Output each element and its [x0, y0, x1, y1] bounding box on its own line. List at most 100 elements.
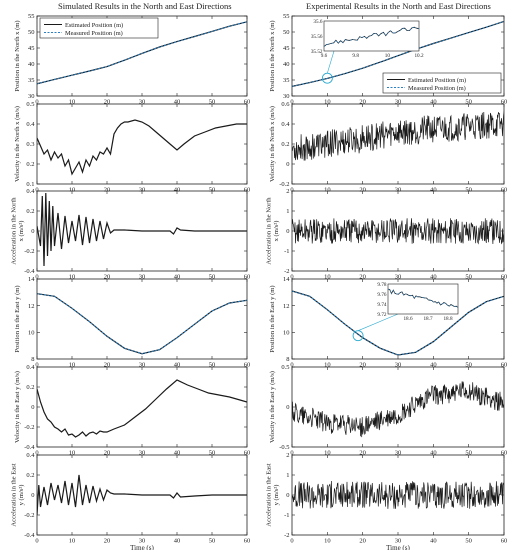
series-line-estimated: [37, 379, 247, 438]
axes-frame: [36, 278, 248, 360]
inset-x-tick-label: 9.6: [321, 53, 328, 59]
series-line-measured: [37, 293, 247, 355]
y-tick-label: -2: [284, 532, 289, 539]
x-tick-label: 30: [139, 187, 146, 194]
x-tick-label: 10: [324, 538, 331, 545]
x-tick-label: 30: [139, 274, 146, 281]
y-tick-label: 0.2: [26, 208, 34, 215]
x-tick-label: 10: [324, 362, 331, 369]
y-axis-label: Position in the East y (m): [269, 285, 276, 352]
x-tick-label: 30: [395, 538, 402, 545]
y-tick-label: 30: [283, 93, 290, 100]
x-tick-label: 40: [174, 538, 181, 545]
x-tick-label: 20: [359, 450, 366, 457]
y-tick-label: 40: [28, 61, 35, 68]
y-tick-label: 10: [28, 330, 35, 337]
x-tick-label: 40: [174, 362, 181, 369]
panel-exp-east-acceleration: 0 10 20 30 40 50 60 -2 -1 0 1 2 Acceleration in the …: [266, 452, 508, 550]
inset-y-tick-label: 35.52: [311, 49, 323, 55]
legend: Estimated Position (m)Measured Position …: [382, 72, 502, 94]
y-tick-label: 50: [283, 29, 290, 36]
y-tick-label: 0.4: [26, 364, 35, 371]
x-tick-label: 0: [290, 187, 293, 194]
y-tick-label: 55: [283, 13, 290, 20]
y-tick-label: -2: [284, 268, 289, 275]
y-tick-label: 0: [31, 404, 34, 411]
x-tick-label: 60: [244, 538, 251, 545]
inset-y-tick-label: 9.74: [377, 302, 386, 308]
series-line-estimated: [37, 119, 247, 176]
y-axis-label: Acceleration in the Northx (m/s²): [11, 197, 25, 265]
y-tick-label: 35: [28, 77, 35, 84]
plot-area: [292, 381, 504, 438]
series-line-measured: [292, 20, 504, 87]
x-axis-label: Time (s): [386, 544, 410, 550]
x-tick-label: 10: [69, 538, 76, 545]
x-tick-label: 10: [324, 274, 331, 281]
x-tick-label: 0: [35, 362, 38, 369]
x-tick-label: 10: [69, 187, 76, 194]
x-tick-label: 0: [290, 99, 293, 106]
y-tick-label: 0.2: [26, 384, 34, 391]
x-tick-label: 10: [324, 450, 331, 457]
y-tick-label: 0: [286, 404, 289, 411]
x-tick-label: 60: [501, 362, 508, 369]
legend-entry: Estimated Position (m): [65, 22, 123, 29]
y-tick-label: 0.2: [26, 472, 34, 479]
x-tick-label: 20: [359, 538, 366, 545]
inset-y-tick-label: 9.76: [377, 292, 386, 298]
y-axis-label: Position in the North x (m): [14, 20, 21, 91]
plot-area: [292, 20, 504, 87]
y-axis-label: Velocity in the North x (m/s): [269, 106, 276, 182]
x-tick-label: 20: [104, 450, 111, 457]
x-tick-label: 40: [430, 538, 437, 545]
plot-area: [37, 474, 247, 516]
x-tick-label: 40: [430, 187, 437, 194]
x-tick-label: 0: [35, 450, 38, 457]
y-axis-label: Position in the North x (m): [269, 20, 276, 91]
series-line-estimated: [37, 293, 247, 355]
y-tick-label: 12: [283, 303, 290, 310]
y-tick-label: 8: [286, 356, 289, 363]
x-tick-label: 0: [290, 450, 293, 457]
x-tick-label: 50: [209, 538, 216, 545]
x-tick-label: 40: [174, 274, 181, 281]
y-tick-label: 0: [286, 161, 289, 168]
inset-y-tick-label: 9.78: [377, 282, 386, 288]
x-tick-label: 50: [209, 187, 216, 194]
series-line-estimated: [292, 290, 504, 356]
x-tick-label: 20: [359, 99, 366, 106]
y-tick-label: 1: [286, 208, 289, 215]
series-line-estimated: [292, 218, 504, 245]
x-tick-label: 30: [395, 99, 402, 106]
y-tick-label: 0.5: [26, 101, 34, 108]
y-tick-label: 0.2: [281, 141, 289, 148]
series-line-estimated: [292, 111, 504, 161]
x-tick-label: 30: [139, 450, 146, 457]
inset-series-measured: [387, 288, 459, 308]
y-tick-label: 45: [28, 45, 35, 52]
y-axis-label: Position in the East y (m): [14, 285, 21, 352]
panel-sim-north-acceleration: 0 10 20 30 40 50 60 -0.4 -0.2 0 0.2 0.4Acceleration…: [11, 188, 251, 280]
y-tick-label: 0.5: [281, 364, 289, 371]
inset-x-tick-label: 10: [385, 53, 391, 59]
inset-y-tick-label: 35.6: [313, 19, 322, 25]
x-tick-label: 40: [174, 187, 181, 194]
x-tick-label: 10: [69, 274, 76, 281]
x-tick-label: 60: [244, 187, 251, 194]
x-tick-label: 0: [290, 538, 293, 545]
axes-frame: [36, 103, 248, 185]
y-tick-label: 8: [31, 356, 34, 363]
x-tick-label: 20: [359, 274, 366, 281]
y-tick-label: -1: [284, 512, 289, 519]
zoom-connector: [327, 50, 335, 74]
x-tick-label: 30: [395, 274, 402, 281]
y-tick-label: -0.4: [24, 532, 35, 539]
x-tick-label: 20: [359, 362, 366, 369]
y-tick-label: 0.2: [26, 161, 34, 168]
series-line-estimated: [37, 192, 247, 267]
y-tick-label: 35: [283, 77, 290, 84]
